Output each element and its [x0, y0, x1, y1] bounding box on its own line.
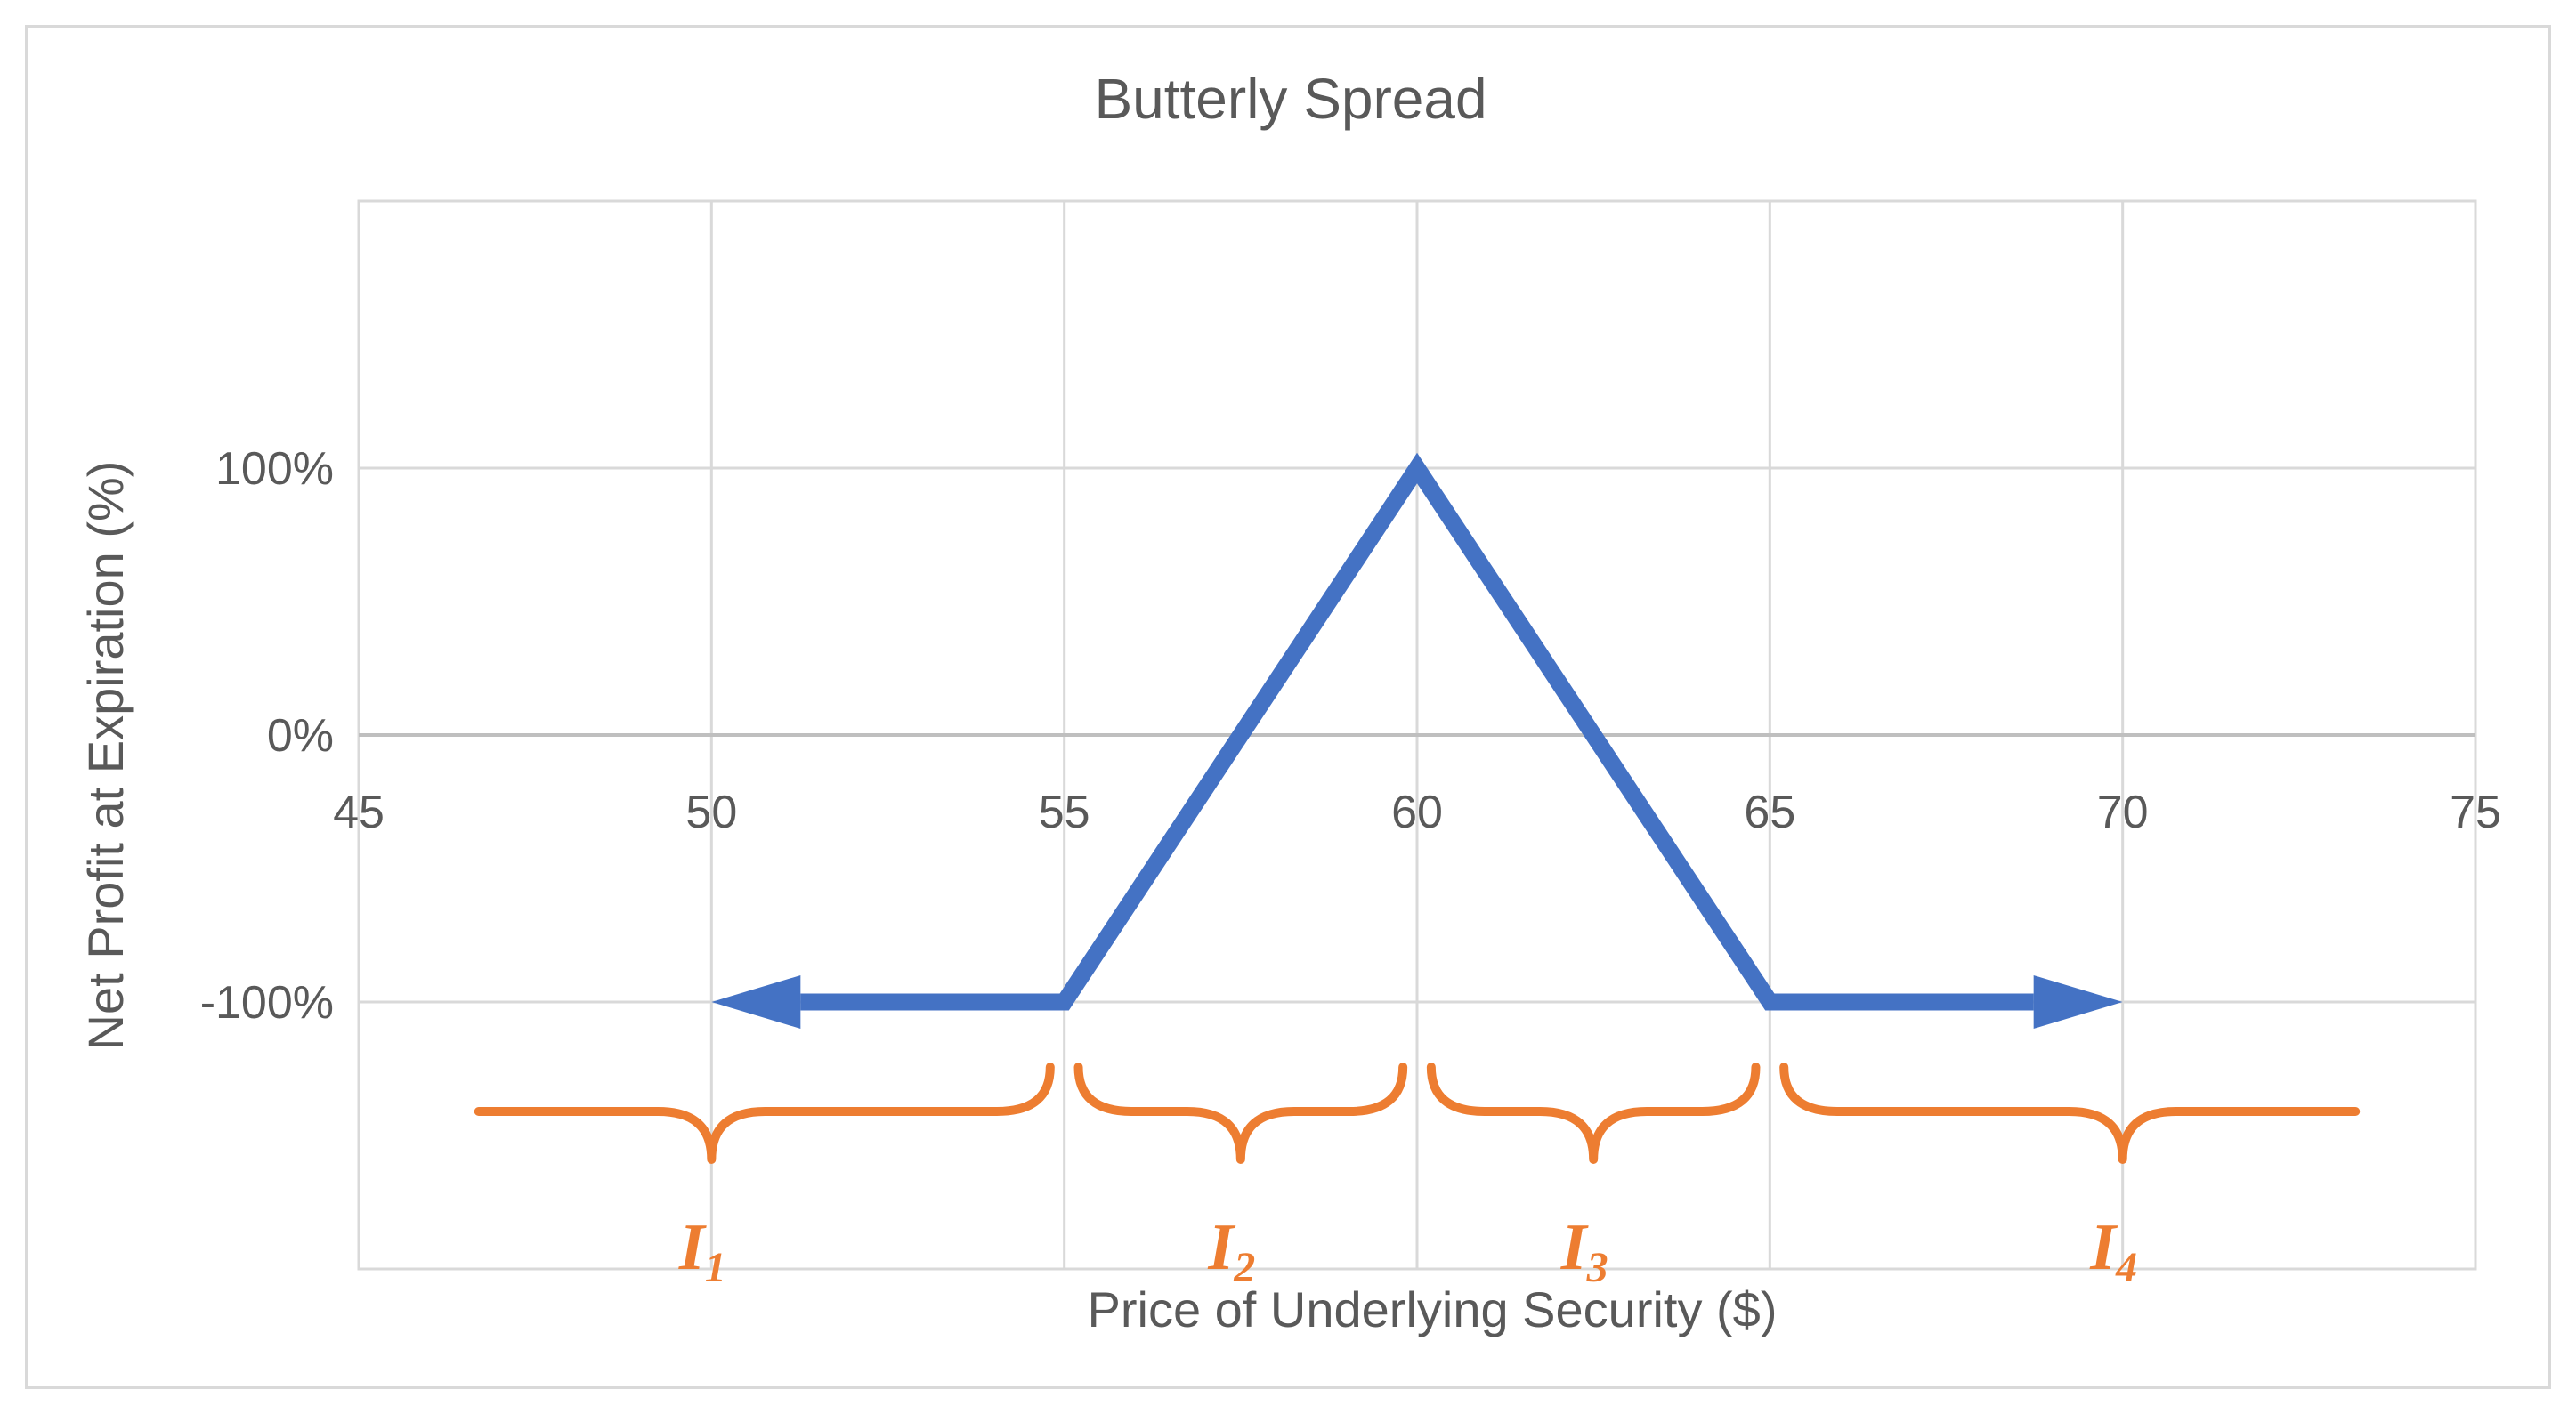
interval-brace [1073, 1063, 1408, 1164]
interval-label-subscript: 4 [2115, 1244, 2137, 1291]
chart-title: Butterly Spread [1094, 67, 1486, 131]
left-arrowhead [711, 975, 801, 1029]
x-tick-label: 75 [2450, 787, 2501, 838]
chart-frame: Butterly Spread Price of Underlying Secu… [25, 25, 2551, 1389]
interval-brace [474, 1063, 1055, 1164]
y-tick-label: 0% [267, 710, 334, 762]
payoff-line [800, 452, 2034, 1011]
x-tick-label: 55 [1039, 787, 1090, 838]
x-axis-title: Price of Underlying Security ($) [1088, 1281, 1778, 1337]
interval-label-letter: I [678, 1211, 707, 1284]
x-tick-label: 60 [1391, 787, 1443, 838]
interval-label-subscript: 2 [1233, 1244, 1255, 1291]
interval-brace [1426, 1063, 1761, 1164]
interval-label: I4 [2089, 1211, 2137, 1291]
right-arrowhead [2033, 975, 2123, 1029]
butterfly-spread-chart: Butterly Spread Price of Underlying Secu… [77, 67, 2501, 1337]
interval-label-letter: I [2089, 1211, 2118, 1284]
interval-label-subscript: 3 [1586, 1244, 1608, 1291]
y-tick-label: 100% [215, 443, 334, 495]
y-axis-title: Net Profit at Expiration (%) [77, 461, 134, 1051]
interval-brace [1779, 1063, 2361, 1164]
x-tick-label: 65 [1744, 787, 1795, 838]
interval-label: I2 [1207, 1211, 1255, 1291]
x-tick-label: 70 [2097, 787, 2149, 838]
interval-label: I1 [678, 1211, 726, 1291]
y-tick-label: -100% [200, 977, 334, 1029]
interval-label-subscript: 1 [705, 1244, 726, 1291]
x-tick-label: 50 [685, 787, 737, 838]
interval-label-letter: I [1207, 1211, 1235, 1284]
x-tick-label: 45 [333, 787, 385, 838]
interval-label-letter: I [1560, 1211, 1589, 1284]
interval-label: I3 [1560, 1211, 1608, 1291]
